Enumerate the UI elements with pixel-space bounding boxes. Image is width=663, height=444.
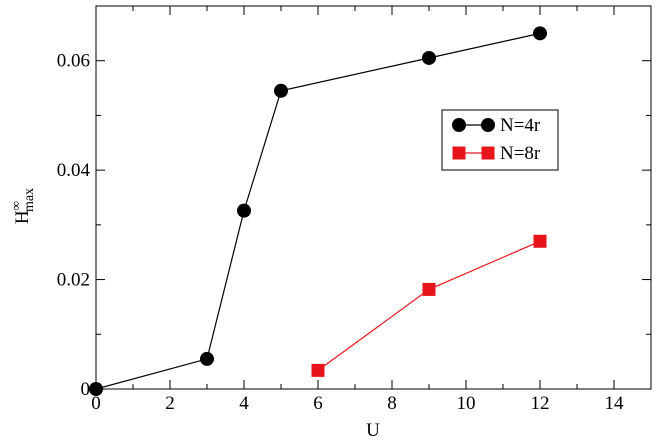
legend-series-2-end-point: [481, 146, 495, 160]
series-1-point: [422, 50, 436, 65]
x-tick-label: 0: [91, 393, 101, 414]
series-1-line: [95, 32, 541, 390]
legend-series-1-start-point: [452, 118, 466, 132]
x-axis-label: U: [366, 420, 380, 441]
x-tick-label: 10: [457, 393, 476, 414]
y-axis-label-base: H: [12, 210, 33, 224]
series-1: [89, 26, 547, 396]
legend-series-1-end-point: [481, 118, 495, 132]
x-tick-label: 4: [239, 393, 249, 414]
series-2-point: [311, 363, 325, 377]
plot-frame: [95, 5, 652, 390]
x-tick-label: 8: [387, 393, 397, 414]
legend-entries: N=4r N=8r: [452, 115, 541, 164]
ticks: 0 2 4 6 8 10 12 14 0 0.02 0.04 0.06: [57, 5, 652, 414]
series-layer: [89, 26, 547, 396]
x-tick-label: 2: [165, 393, 175, 414]
y-axis-label-subscript: max: [22, 188, 37, 212]
series-2-point: [422, 282, 436, 296]
series-2-point: [533, 234, 547, 248]
series-2: [311, 234, 547, 377]
series-1-point: [200, 351, 214, 366]
y-axis-label-superscript: ∞: [8, 201, 23, 210]
legend-series-1: N=4r: [452, 115, 541, 136]
y-tick-label: 0.06: [57, 51, 90, 72]
series-1-point: [274, 83, 288, 98]
legend: N=4r N=8r: [441, 109, 559, 171]
series-2-line: [317, 240, 541, 371]
series-1-point: [533, 26, 547, 41]
series-1-point: [237, 203, 251, 218]
legend-series-2-start-point: [452, 146, 466, 160]
legend-series-2: N=8r: [452, 143, 541, 164]
x-tick-label: 12: [531, 393, 550, 414]
x-tick-label: 14: [605, 393, 625, 414]
y-tick-label: 0: [81, 379, 91, 400]
legend-series-1-label: N=4r: [500, 115, 541, 136]
series-1-point: [89, 382, 103, 396]
x-tick-label: 6: [313, 393, 323, 414]
y-tick-label: 0.02: [57, 270, 90, 291]
y-axis-label: H∞max: [8, 188, 37, 224]
legend-series-2-label: N=8r: [500, 143, 541, 164]
y-tick-label: 0.04: [57, 160, 91, 181]
